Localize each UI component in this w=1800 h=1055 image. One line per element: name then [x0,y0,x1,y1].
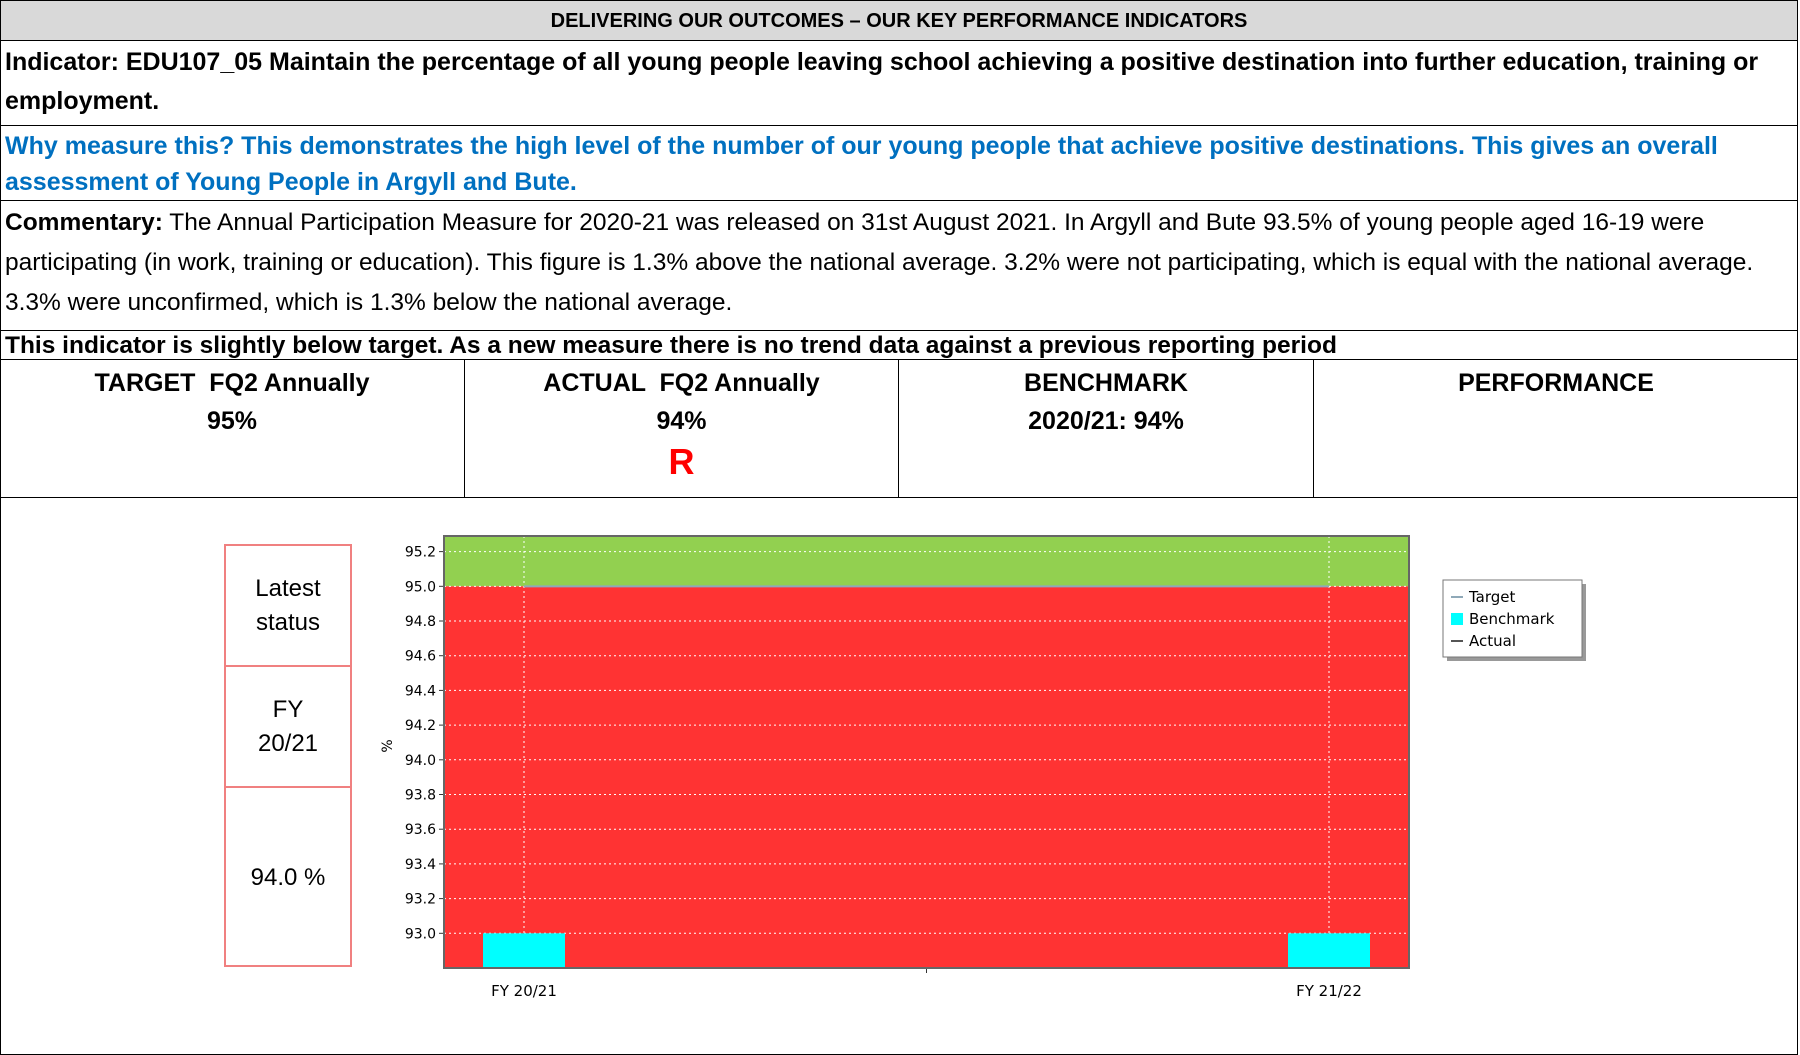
commentary: Commentary: The Annual Participation Mea… [0,201,1798,331]
kpi-actual: ACTUAL FQ2 Annually 94% R [465,360,899,498]
status-value: 94.0 % [250,863,326,891]
summary: This indicator is slightly below target.… [0,331,1798,360]
kpi-status: R [668,441,695,482]
kpi-heading: PERFORMANCE [1458,369,1654,397]
commentary-label: Commentary: [5,209,163,236]
why-measure: Why measure this? This demonstrates the … [0,126,1798,201]
status-period: FY 20/21 [226,667,350,788]
kpi-value: 95% [206,407,258,435]
divider [0,497,1798,498]
kpi-value: 94% [656,407,707,435]
kpi-performance: PERFORMANCE [1314,360,1798,498]
status-label: Latest status [226,546,350,667]
kpi-benchmark: BENCHMARK 2020/21: 94% [899,360,1314,498]
kpi-value: 2020/21: 94% [1028,407,1184,435]
status-box: Latest status FY 20/21 94.0 % [224,544,352,967]
kpi-heading: TARGET FQ2 Annually [94,369,370,397]
header-title: DELIVERING OUR OUTCOMES – OUR KEY PERFOR… [0,0,1798,41]
kpi-heading: ACTUAL FQ2 Annually [543,369,820,397]
kpi-heading: BENCHMARK [1024,369,1188,397]
kpi-target: TARGET FQ2 Annually 95% [0,360,465,498]
indicator: Indicator: EDU107_05 Maintain the percen… [0,41,1798,126]
commentary-text: The Annual Participation Measure for 202… [5,209,1754,316]
